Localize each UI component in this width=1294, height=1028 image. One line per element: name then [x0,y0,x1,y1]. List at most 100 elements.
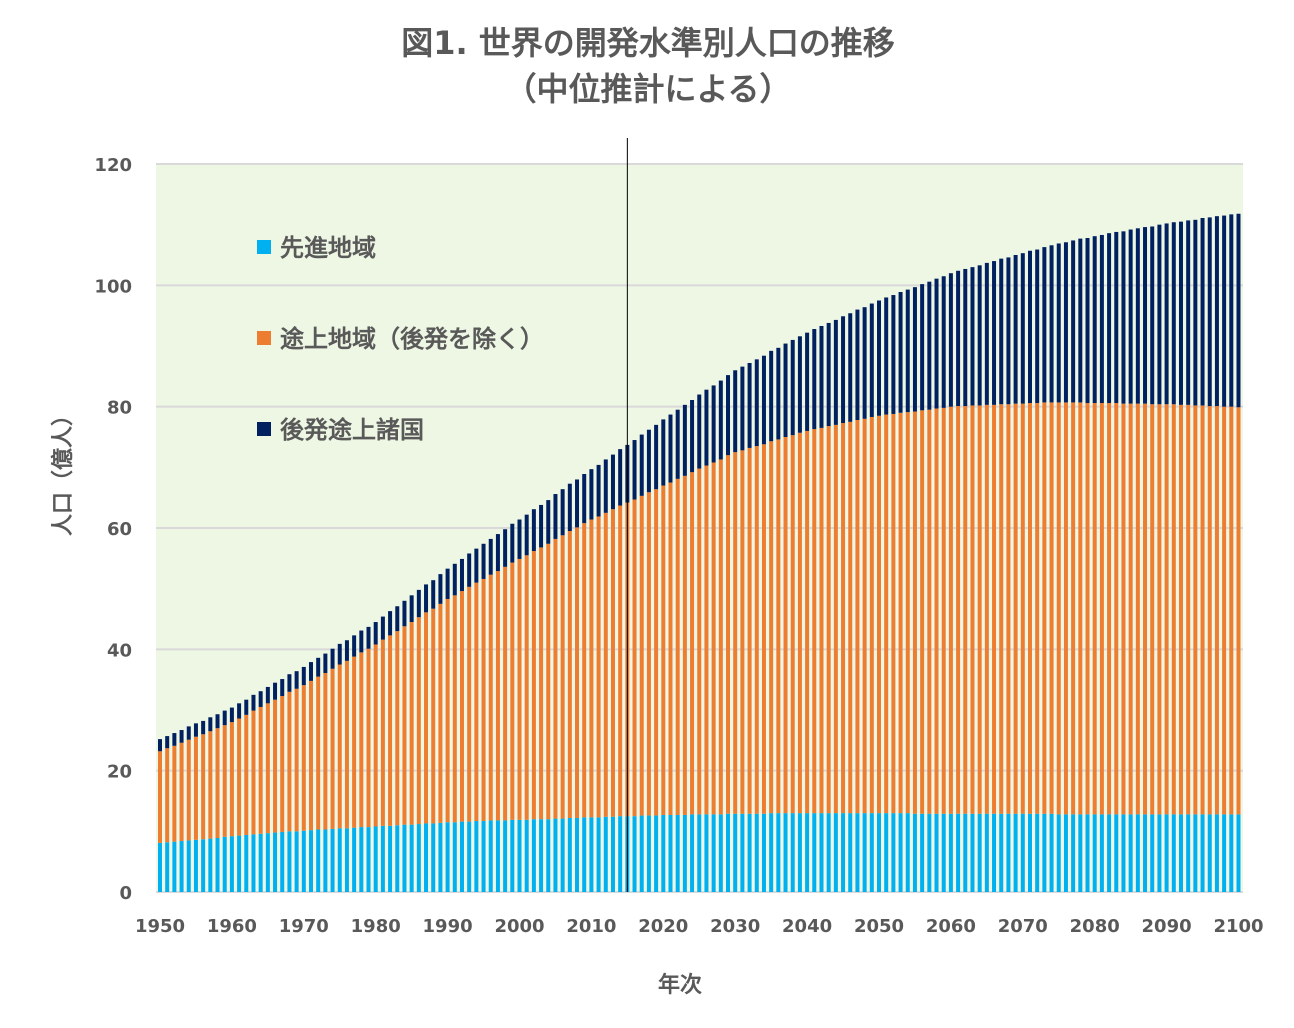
y-tick-label: 80 [107,398,132,419]
bar-segment-series-0 [963,813,968,892]
bar-segment-series-2 [359,630,364,653]
bar-segment-series-1 [596,516,601,818]
bar-segment-series-1 [452,595,457,823]
bar-segment-series-0 [582,817,587,892]
bar-segment-series-0 [1236,814,1241,892]
bars [158,213,1241,892]
y-tick-label: 0 [119,883,132,904]
bar-segment-series-2 [222,710,227,726]
bar-segment-series-0 [438,822,443,892]
bar-segment-series-0 [344,828,349,892]
chart-title: 図1. 世界の開発水準別人口の推移 [401,24,895,62]
x-tick-label: 2010 [566,916,616,937]
bar-segment-series-2 [1229,214,1234,407]
bar-segment-series-1 [826,426,831,814]
bar-segment-series-0 [618,816,623,892]
y-tick-label: 120 [94,155,132,176]
bar-segment-series-0 [193,839,198,892]
bar-segment-series-2 [948,273,953,407]
bar-segment-series-1 [546,543,551,820]
bar-segment-series-1 [783,437,788,814]
bar-segment-series-2 [639,434,644,496]
bar-segment-series-0 [1143,814,1148,892]
bar-segment-series-2 [503,529,508,567]
bar-segment-series-2 [841,316,846,424]
bar-segment-series-2 [1071,240,1076,403]
bar-segment-series-0 [927,813,932,892]
bar-segment-series-2 [956,270,961,407]
bar-segment-series-1 [726,455,731,814]
bar-segment-series-2 [589,469,594,520]
bar-segment-series-1 [1013,403,1018,814]
bar-segment-series-2 [891,295,896,414]
bar-segment-series-2 [237,703,242,719]
bar-segment-series-0 [740,813,745,892]
bar-segment-series-2 [1027,250,1032,404]
bar-segment-series-2 [704,389,709,466]
y-axis-label: 人口（億人） [50,404,76,536]
bar-segment-series-1 [510,562,515,820]
bar-segment-series-0 [862,813,867,892]
bar-segment-series-0 [1078,814,1083,892]
bar-segment-series-0 [337,828,342,892]
bar-segment-series-2 [438,574,443,604]
bar-segment-series-1 [395,631,400,826]
bar-segment-series-0 [373,826,378,892]
bar-segment-series-1 [1042,402,1047,814]
bar-segment-series-0 [323,829,328,892]
bar-segment-series-1 [1236,407,1241,815]
x-tick-label: 2100 [1213,916,1263,937]
bar-segment-series-1 [517,558,522,820]
bar-segment-series-0 [992,813,997,892]
bar-segment-series-1 [877,415,881,814]
bar-segment-series-1 [1121,403,1126,815]
bar-segment-series-1 [445,598,450,823]
bar-segment-series-2 [258,691,263,707]
x-axis-ticks: 1950 1960 1970 1980 1990 2000 2010 2020 2030 2040… [135,916,1264,937]
bar-segment-series-2 [1085,238,1090,404]
bar-segment-series-2 [970,267,975,406]
bar-segment-series-0 [481,821,486,892]
bar-segment-series-1 [582,523,587,818]
bar-segment-series-2 [646,429,651,493]
bar-segment-series-1 [539,547,544,820]
bar-segment-series-0 [172,841,177,892]
bar-segment-series-2 [201,720,206,735]
bar-segment-series-1 [165,748,170,843]
bar-segment-series-1 [833,424,838,814]
bar-segment-series-2 [898,292,903,413]
bar-segment-series-1 [201,734,206,840]
bar-segment-series-2 [1006,257,1011,405]
bar-segment-series-1 [589,519,594,818]
x-axis-label: 年次 [658,972,702,998]
bar-segment-series-2 [992,261,997,405]
bar-segment-series-0 [1092,814,1097,892]
bar-segment-series-2 [459,558,464,592]
bar-segment-series-1 [855,420,860,814]
bar-segment-series-0 [402,824,407,892]
bar-segment-series-1 [172,745,177,842]
bar-segment-series-0 [273,832,278,892]
bar-segment-series-1 [553,538,558,819]
bar-segment-series-0 [467,821,472,892]
bar-segment-series-1 [905,412,910,814]
bar-segment-series-2 [869,303,874,417]
bar-segment-series-0 [948,813,953,892]
bar-segment-series-2 [380,616,385,640]
bar-segment-series-0 [632,816,637,892]
bar-segment-series-0 [603,816,608,892]
bar-segment-series-0 [1063,814,1068,892]
bar-segment-series-1 [948,406,953,814]
bar-segment-series-1 [1193,405,1198,815]
bar-segment-series-1 [761,444,766,814]
bar-segment-series-1 [280,696,285,832]
bar-segment-series-1 [898,412,903,814]
bar-segment-series-1 [646,492,651,816]
bar-segment-series-0 [848,813,853,892]
x-tick-label: 2020 [638,916,688,937]
bar-segment-series-2 [560,489,565,536]
bar-segment-series-1 [1222,406,1227,815]
bar-segment-series-0 [1121,814,1126,892]
bar-segment-series-2 [208,717,213,732]
